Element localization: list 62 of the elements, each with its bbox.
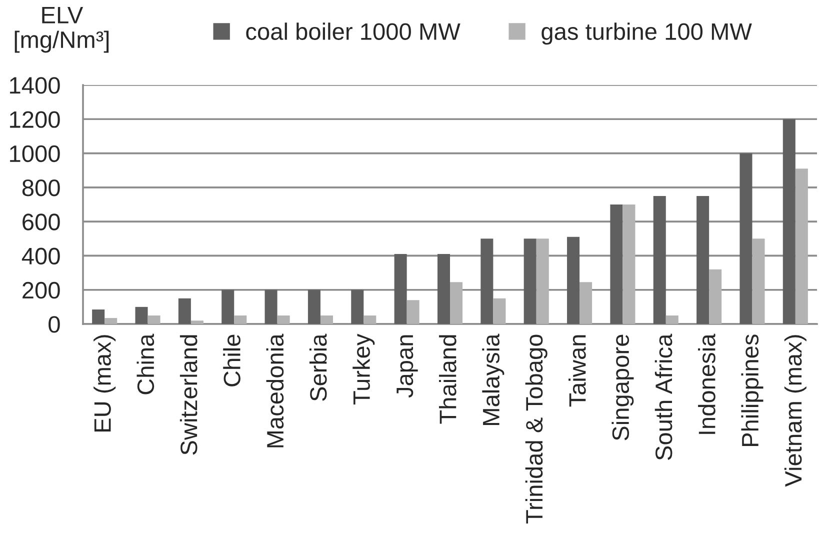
x-tick-label: Switzerland <box>180 335 198 455</box>
bar <box>351 290 364 324</box>
bar <box>148 315 160 324</box>
bar <box>622 204 636 324</box>
y-tick-label: 1400 <box>10 77 60 94</box>
bar <box>653 196 666 324</box>
bar <box>493 298 506 324</box>
bar <box>709 269 722 324</box>
bar <box>610 204 623 324</box>
bar <box>190 320 204 324</box>
y-tick-label: 1200 <box>10 111 60 128</box>
bar <box>135 306 148 324</box>
bar <box>580 282 592 324</box>
bar <box>450 282 463 324</box>
y-tick-label: 0 <box>48 316 60 333</box>
x-tick-label: Japan <box>396 335 418 398</box>
x-tick-label: Chile <box>223 334 240 386</box>
x-tick-label: Thailand <box>438 335 456 424</box>
x-tick-label: Serbia <box>309 334 327 401</box>
bar <box>782 119 796 324</box>
x-tick-label: Vietnam (max) <box>784 335 806 487</box>
bar <box>480 238 494 324</box>
y-tick-label: 1000 <box>10 145 60 162</box>
bar <box>752 238 765 324</box>
legend-label: coal boiler 1000 MW <box>246 22 460 40</box>
bar <box>740 153 752 324</box>
bar <box>92 309 105 324</box>
bar <box>666 315 678 324</box>
x-tick-label: Taiwan <box>568 335 586 407</box>
x-tick-label: China <box>136 334 154 394</box>
y-tick-label: 400 <box>22 248 60 264</box>
bar <box>308 290 320 324</box>
bar <box>696 196 710 324</box>
x-tick-label: Indonesia <box>698 334 716 434</box>
y-axis-title: ELV [mg/Nm³] <box>14 7 109 53</box>
bar <box>364 315 376 324</box>
bar <box>567 236 580 324</box>
bar <box>277 315 290 324</box>
bar <box>264 290 278 324</box>
y-tick-label: 800 <box>22 179 60 196</box>
bar <box>222 290 234 324</box>
x-tick-label: Turkey <box>352 334 375 404</box>
bar <box>536 238 549 324</box>
bar <box>795 168 808 324</box>
bar <box>406 300 420 324</box>
x-tick-label: South Africa <box>654 334 672 460</box>
bar <box>104 318 118 324</box>
y-tick-label: 600 <box>22 214 60 230</box>
bar <box>178 298 191 324</box>
bar <box>234 315 247 324</box>
bar <box>320 315 333 324</box>
x-tick-label: Macedonia <box>266 334 284 448</box>
bar <box>524 238 536 324</box>
bar <box>394 254 407 324</box>
x-tick-label: Trinidad & Tobago <box>525 334 548 524</box>
x-tick-label: Singapore <box>612 334 634 440</box>
x-tick-label: Malaysia <box>482 334 504 425</box>
x-tick-label: Philippines <box>741 334 764 446</box>
x-tick-label: EU (max) <box>94 335 116 432</box>
legend-label: gas turbine 100 MW <box>542 22 752 45</box>
y-tick-label: 200 <box>22 282 60 299</box>
bar <box>437 254 450 324</box>
